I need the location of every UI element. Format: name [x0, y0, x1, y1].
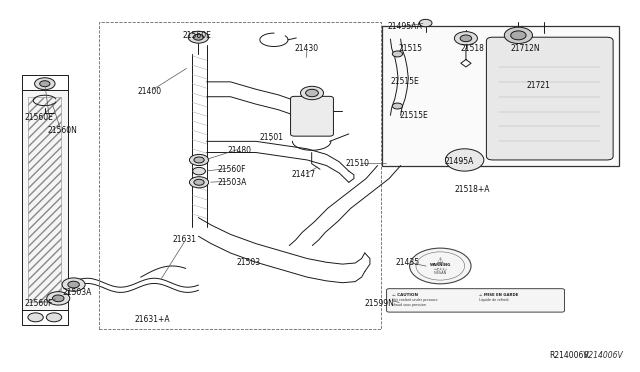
- Circle shape: [62, 278, 85, 291]
- Text: NISSAN: NISSAN: [434, 272, 447, 275]
- Text: 21721: 21721: [526, 81, 550, 90]
- Bar: [22, 90, 68, 310]
- Text: 21400: 21400: [138, 87, 162, 96]
- Text: 21480: 21480: [227, 146, 251, 155]
- Text: ⚠: ⚠: [437, 256, 444, 265]
- Text: R214006V: R214006V: [549, 351, 589, 360]
- Text: 21515E: 21515E: [400, 111, 429, 120]
- Circle shape: [46, 313, 61, 322]
- Circle shape: [40, 81, 50, 87]
- Circle shape: [52, 295, 64, 302]
- Circle shape: [28, 313, 44, 322]
- Circle shape: [193, 167, 205, 175]
- Circle shape: [193, 34, 204, 40]
- Text: 21712N: 21712N: [511, 44, 540, 53]
- Circle shape: [392, 51, 403, 57]
- Text: 21560F: 21560F: [24, 299, 53, 308]
- Text: 21560F: 21560F: [218, 165, 246, 174]
- Text: 21501: 21501: [259, 133, 284, 142]
- Text: 21515: 21515: [398, 44, 422, 53]
- Text: 21430: 21430: [294, 44, 319, 53]
- Text: 21503A: 21503A: [63, 288, 92, 296]
- Text: 21560E: 21560E: [182, 31, 211, 40]
- Circle shape: [47, 292, 70, 305]
- Text: تحذير: تحذير: [433, 267, 447, 271]
- Text: 21599N: 21599N: [365, 299, 395, 308]
- Text: ⚠ CAUTION: ⚠ CAUTION: [392, 293, 419, 297]
- Circle shape: [189, 154, 209, 166]
- Text: 21560N: 21560N: [48, 126, 78, 135]
- Text: 21515E: 21515E: [390, 77, 419, 86]
- Circle shape: [306, 89, 319, 97]
- Bar: [28, 97, 61, 302]
- FancyBboxPatch shape: [291, 96, 333, 136]
- Circle shape: [301, 86, 323, 100]
- Text: 21495AA: 21495AA: [387, 22, 422, 31]
- Text: ⚠ MISE EN GARDE: ⚠ MISE EN GARDE: [479, 293, 518, 297]
- Text: 21495A: 21495A: [445, 157, 474, 166]
- Text: WARNING: WARNING: [429, 263, 451, 267]
- Text: 21503: 21503: [237, 258, 261, 267]
- Circle shape: [194, 157, 204, 163]
- Text: chaud sous pression: chaud sous pression: [392, 303, 426, 307]
- Circle shape: [460, 35, 472, 42]
- Text: Liquide de refroid.: Liquide de refroid.: [479, 298, 509, 302]
- Text: 21631+A: 21631+A: [134, 315, 170, 324]
- Text: 21631: 21631: [173, 235, 197, 244]
- Text: 21435: 21435: [396, 258, 420, 267]
- Circle shape: [392, 103, 403, 109]
- Circle shape: [410, 248, 471, 284]
- Circle shape: [68, 281, 79, 288]
- Circle shape: [194, 179, 204, 185]
- Text: R214006V: R214006V: [584, 351, 624, 360]
- Circle shape: [504, 27, 532, 44]
- Text: Hot coolant under pressure: Hot coolant under pressure: [392, 298, 438, 302]
- Circle shape: [419, 19, 432, 27]
- Circle shape: [35, 78, 55, 90]
- Circle shape: [188, 31, 209, 43]
- Text: 21518: 21518: [461, 44, 484, 53]
- Text: 21417: 21417: [291, 170, 315, 179]
- Bar: [382, 26, 619, 166]
- Text: 21518+A: 21518+A: [454, 185, 490, 194]
- Circle shape: [189, 177, 209, 188]
- Circle shape: [445, 149, 484, 171]
- Circle shape: [511, 31, 526, 40]
- Text: 21510: 21510: [346, 159, 370, 168]
- Circle shape: [454, 32, 477, 45]
- Text: 21560E: 21560E: [24, 113, 53, 122]
- Text: 21503A: 21503A: [218, 178, 247, 187]
- FancyBboxPatch shape: [486, 37, 613, 160]
- FancyBboxPatch shape: [387, 289, 564, 312]
